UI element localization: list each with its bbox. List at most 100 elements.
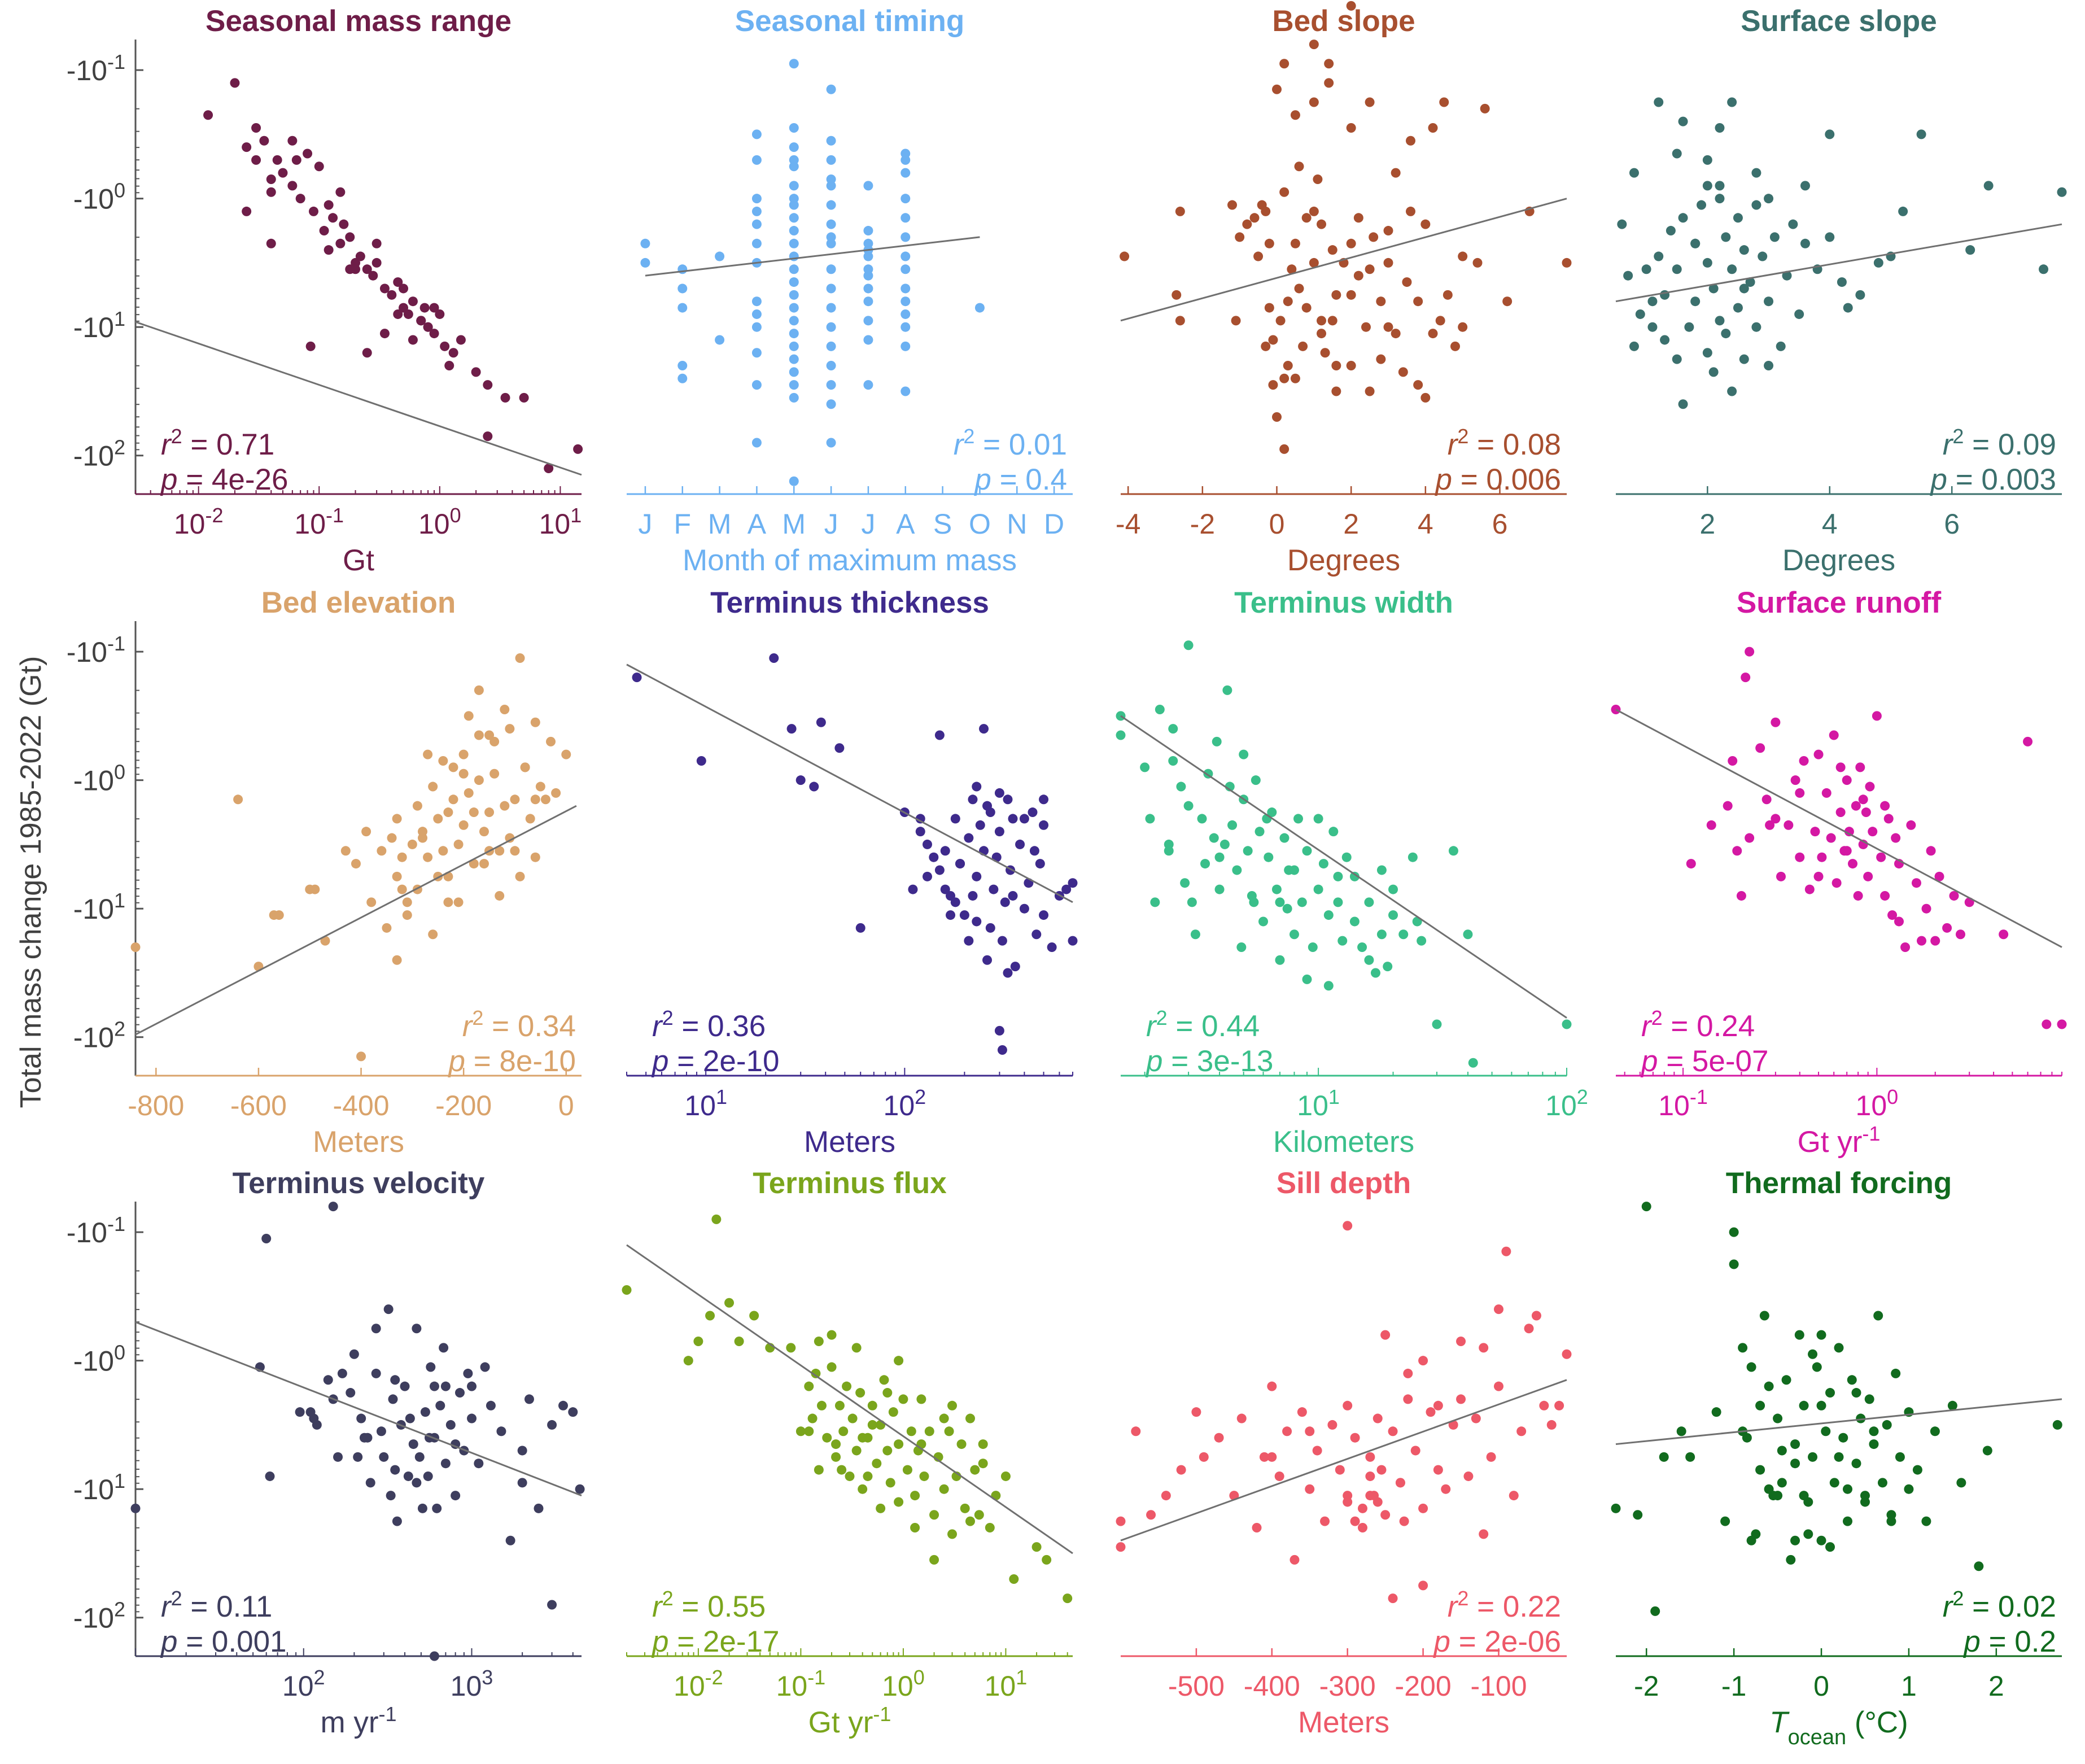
data-point [1715,316,1725,326]
data-point [464,711,474,721]
data-point [1008,890,1018,901]
data-point [1729,1259,1739,1269]
data-point [1249,897,1259,907]
data-point [826,380,836,390]
data-point [1313,814,1323,824]
data-point [403,1471,413,1481]
data-point [1331,386,1341,396]
r-squared-label: r2 = 0.08 [1448,425,1561,462]
data-point [1851,1388,1861,1398]
data-point [1842,1484,1852,1494]
data-point [1317,329,1326,339]
data-point [1365,386,1375,396]
data-point [1764,1381,1774,1391]
data-point [429,329,439,339]
data-point [734,1337,744,1347]
data-point [1369,232,1379,242]
data-point [838,1426,849,1436]
data-point [789,290,799,300]
data-point [1690,296,1701,307]
data-point [1647,322,1658,332]
data-point [1302,974,1312,984]
data-point [1164,839,1174,849]
data-point [1274,1471,1284,1481]
data-point [1383,962,1393,972]
data-point [1328,827,1339,837]
data-point [916,1394,926,1404]
data-point [368,270,378,281]
data-point [440,1459,451,1469]
data-point [1364,897,1374,907]
data-point [1155,705,1165,715]
data-point [1738,1343,1748,1353]
y-tick-label: -102 [73,1597,125,1634]
x-tick-label: F [674,508,691,540]
data-point [1745,277,1755,287]
data-point [500,392,510,403]
data-point [789,155,799,165]
data-point [1741,673,1751,683]
data-point [416,316,426,326]
data-point [751,155,762,165]
data-point [789,194,799,204]
data-point [397,852,407,862]
data-point [438,756,448,766]
x-axis-label: Meters [313,1125,404,1159]
data-point [1817,852,1827,862]
data-point [826,264,836,274]
data-point [444,360,454,370]
data-point [242,142,252,152]
data-point [1864,1394,1874,1404]
data-point [1982,1446,1992,1456]
data-point [1418,1356,1428,1366]
data-point [1764,360,1774,370]
data-point [418,833,428,843]
data-point [1736,890,1746,901]
data-point [807,1413,818,1424]
data-point [1272,412,1282,422]
data-point [1611,1503,1621,1513]
data-point [1391,329,1401,339]
data-point [547,1600,557,1610]
data-point [1297,1407,1307,1417]
data-point [751,296,762,307]
data-point [1168,724,1178,734]
data-point [950,897,960,907]
data-point [495,890,505,901]
data-point [1420,219,1431,229]
data-point [337,1368,347,1378]
data-point [2042,1019,2052,1029]
x-tick-label: 10-1 [1658,1085,1708,1122]
data-point [454,1388,465,1398]
data-point [1727,386,1737,396]
data-point [356,1051,366,1062]
data-point [1418,1503,1428,1513]
data-point [863,226,873,236]
data-point [1327,245,1337,255]
data-point [242,206,252,216]
data-point [439,1343,449,1353]
data-point [677,373,688,383]
data-point [827,1362,837,1372]
fit-line [135,1321,582,1496]
data-point [894,1497,904,1507]
data-point [974,1510,984,1520]
data-point [1727,97,1737,107]
data-point [448,762,458,772]
data-point [1398,929,1409,940]
data-point [769,653,779,663]
data-point [1402,277,1412,287]
data-point [1790,1459,1800,1469]
data-point [333,1452,343,1462]
data-point [376,1426,386,1436]
data-point [379,329,390,339]
x-tick-label: 10-1 [294,504,344,540]
data-point [898,1394,908,1404]
data-point [934,865,945,875]
x-tick-label: J [638,508,652,540]
data-point [879,1375,889,1385]
data-point [944,1426,954,1436]
x-tick-label: J [824,508,838,540]
data-point [974,303,985,313]
data-point [677,303,688,313]
